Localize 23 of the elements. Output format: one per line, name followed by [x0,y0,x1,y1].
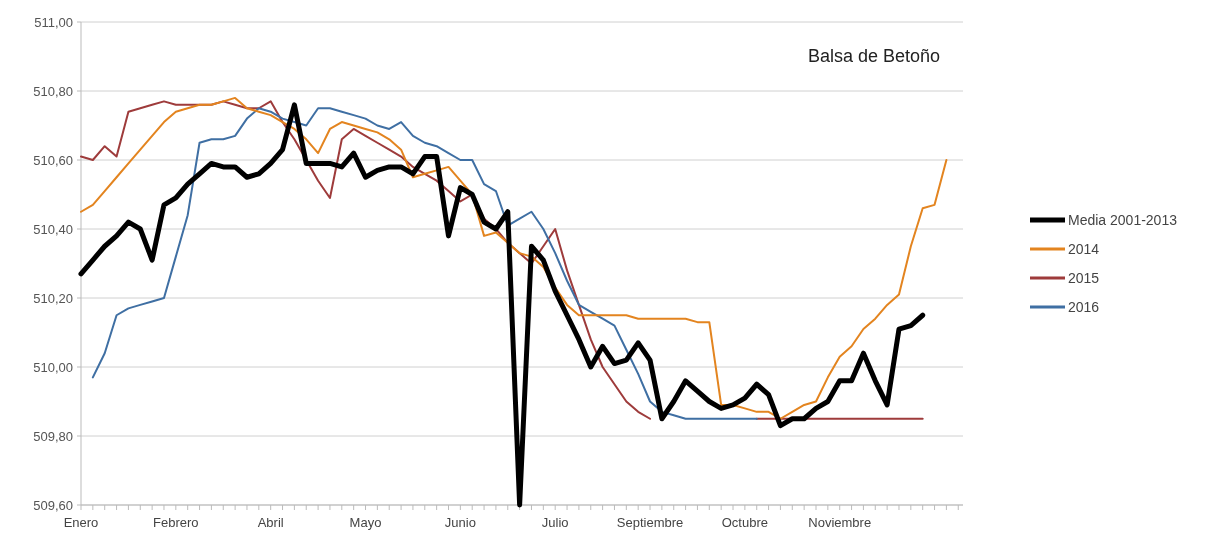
y-tick-label: 510,00 [33,359,73,375]
legend-label: 2016 [1068,298,1100,315]
y-tick-label: 510,80 [33,83,73,99]
y-tick-label: 509,80 [33,428,73,444]
y-tick-label: 510,40 [33,221,73,237]
x-tick-label: Mayo [349,515,382,530]
legend-label: 2014 [1068,240,1100,257]
y-tick-label: 510,60 [33,152,73,168]
y-tick-label: 510,20 [33,290,73,306]
legend-label: Media 2001-2013 [1068,211,1178,228]
x-tick-label: Noviembre [808,515,872,530]
x-tick-label: Junio [444,515,476,530]
y-tick-label: 509,60 [33,497,73,513]
x-tick-label: Julio [541,515,569,530]
x-tick-label: Abril [257,515,284,530]
x-tick-label: Febrero [153,515,199,530]
x-tick-label: Octubre [721,515,768,530]
legend-label: 2015 [1068,269,1100,286]
line-series [91,107,758,420]
text: Balsa de Betoño [807,46,940,66]
y-tick-label: 511,00 [34,14,73,30]
x-tick-label: Enero [63,515,99,530]
x-tick-label: Septiembre [616,515,684,530]
